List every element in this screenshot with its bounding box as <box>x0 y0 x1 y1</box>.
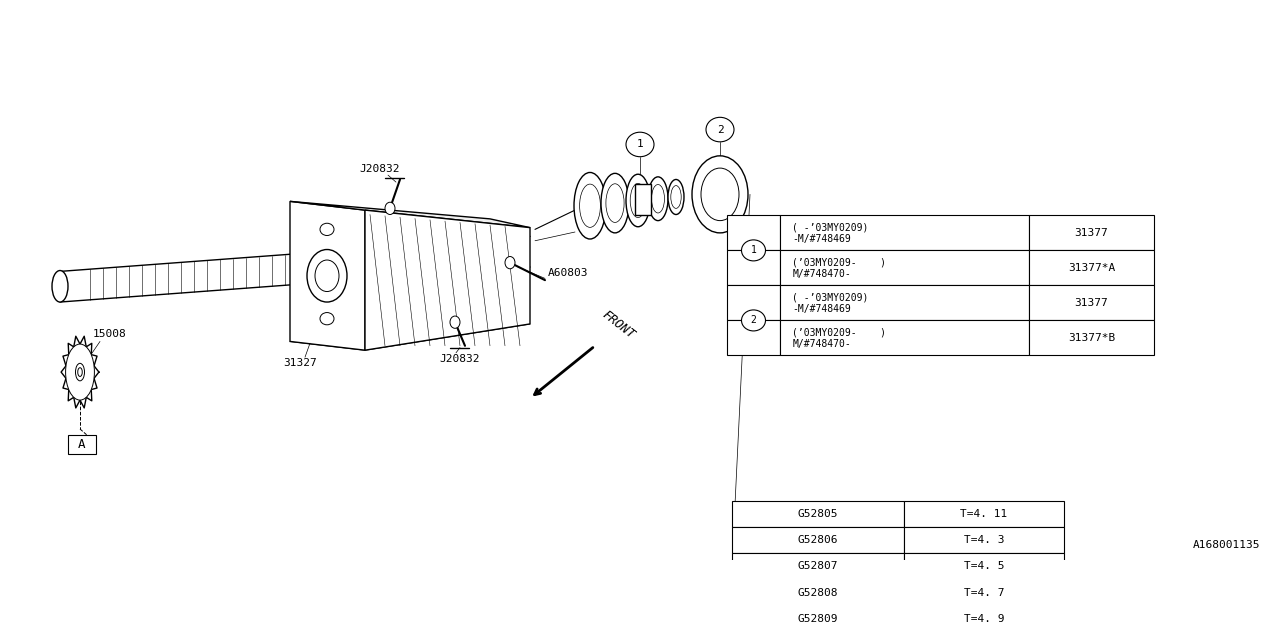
Bar <box>732 632 904 640</box>
Bar <box>780 250 1029 285</box>
Text: 2: 2 <box>750 316 756 325</box>
Text: 2: 2 <box>717 125 723 134</box>
Text: T=4. 7: T=4. 7 <box>964 588 1005 598</box>
Bar <box>727 216 780 250</box>
Polygon shape <box>291 202 530 228</box>
Ellipse shape <box>668 179 684 214</box>
Text: 31327: 31327 <box>283 358 317 369</box>
Ellipse shape <box>602 173 628 233</box>
Ellipse shape <box>307 250 347 302</box>
Text: 1: 1 <box>636 140 644 150</box>
Ellipse shape <box>626 174 650 227</box>
Text: A: A <box>78 438 86 451</box>
Polygon shape <box>291 315 530 350</box>
Ellipse shape <box>76 364 84 381</box>
Ellipse shape <box>78 368 82 376</box>
Text: 31377: 31377 <box>1075 228 1108 238</box>
Bar <box>732 580 904 606</box>
Bar <box>635 184 652 216</box>
Text: ( -’03MY0209)
-M/#748469: ( -’03MY0209) -M/#748469 <box>792 222 869 244</box>
Bar <box>68 435 96 454</box>
Text: J20832: J20832 <box>440 354 480 364</box>
Text: T=4. 3: T=4. 3 <box>964 535 1005 545</box>
Ellipse shape <box>385 202 396 214</box>
Ellipse shape <box>701 168 739 221</box>
Ellipse shape <box>573 172 605 239</box>
Bar <box>780 285 1029 321</box>
Circle shape <box>741 310 765 331</box>
Text: 15008: 15008 <box>93 330 127 339</box>
Text: G52809: G52809 <box>797 614 838 624</box>
Ellipse shape <box>52 271 68 302</box>
Text: T=4. 5: T=4. 5 <box>964 561 1005 572</box>
Bar <box>780 321 1029 355</box>
Text: (’03MY0209-    )
M/#748470-: (’03MY0209- ) M/#748470- <box>792 327 887 349</box>
Ellipse shape <box>506 257 515 269</box>
Bar <box>904 632 1064 640</box>
Ellipse shape <box>692 156 748 233</box>
Polygon shape <box>365 210 530 350</box>
Text: FRONT: FRONT <box>600 308 637 341</box>
Circle shape <box>320 253 334 265</box>
Bar <box>1029 250 1155 285</box>
Bar <box>732 527 904 554</box>
Circle shape <box>320 223 334 236</box>
Bar <box>904 580 1064 606</box>
Bar <box>732 500 904 527</box>
Circle shape <box>320 312 334 325</box>
Ellipse shape <box>65 344 95 400</box>
Ellipse shape <box>451 316 460 328</box>
Ellipse shape <box>315 260 339 292</box>
Text: 31377*B: 31377*B <box>1068 333 1115 343</box>
Circle shape <box>707 117 733 142</box>
Text: G52807: G52807 <box>797 561 838 572</box>
Bar <box>1029 285 1155 321</box>
Bar <box>904 500 1064 527</box>
Text: G52806: G52806 <box>797 535 838 545</box>
Text: (’03MY0209-    )
M/#748470-: (’03MY0209- ) M/#748470- <box>792 257 887 278</box>
Text: A168001135: A168001135 <box>1193 540 1260 550</box>
Text: 31377: 31377 <box>1075 298 1108 308</box>
Text: A60803: A60803 <box>548 268 589 278</box>
Text: G52805: G52805 <box>797 509 838 519</box>
Bar <box>904 554 1064 580</box>
Bar <box>904 606 1064 632</box>
Bar <box>727 285 780 321</box>
Bar <box>727 250 780 285</box>
Ellipse shape <box>648 177 668 221</box>
Bar <box>732 554 904 580</box>
Circle shape <box>320 283 334 295</box>
Bar <box>904 527 1064 554</box>
Bar <box>1029 216 1155 250</box>
Text: 31377*A: 31377*A <box>1068 263 1115 273</box>
Bar <box>732 606 904 632</box>
Text: 1: 1 <box>750 245 756 255</box>
Bar <box>1029 321 1155 355</box>
Text: G52808: G52808 <box>797 588 838 598</box>
Circle shape <box>626 132 654 157</box>
Text: J20832: J20832 <box>360 164 401 174</box>
Bar <box>780 216 1029 250</box>
Polygon shape <box>291 202 365 350</box>
Text: T=4. 11: T=4. 11 <box>960 509 1007 519</box>
Text: ( -’03MY0209)
-M/#748469: ( -’03MY0209) -M/#748469 <box>792 292 869 314</box>
Circle shape <box>741 240 765 261</box>
Bar <box>727 321 780 355</box>
Text: T=4. 9: T=4. 9 <box>964 614 1005 624</box>
